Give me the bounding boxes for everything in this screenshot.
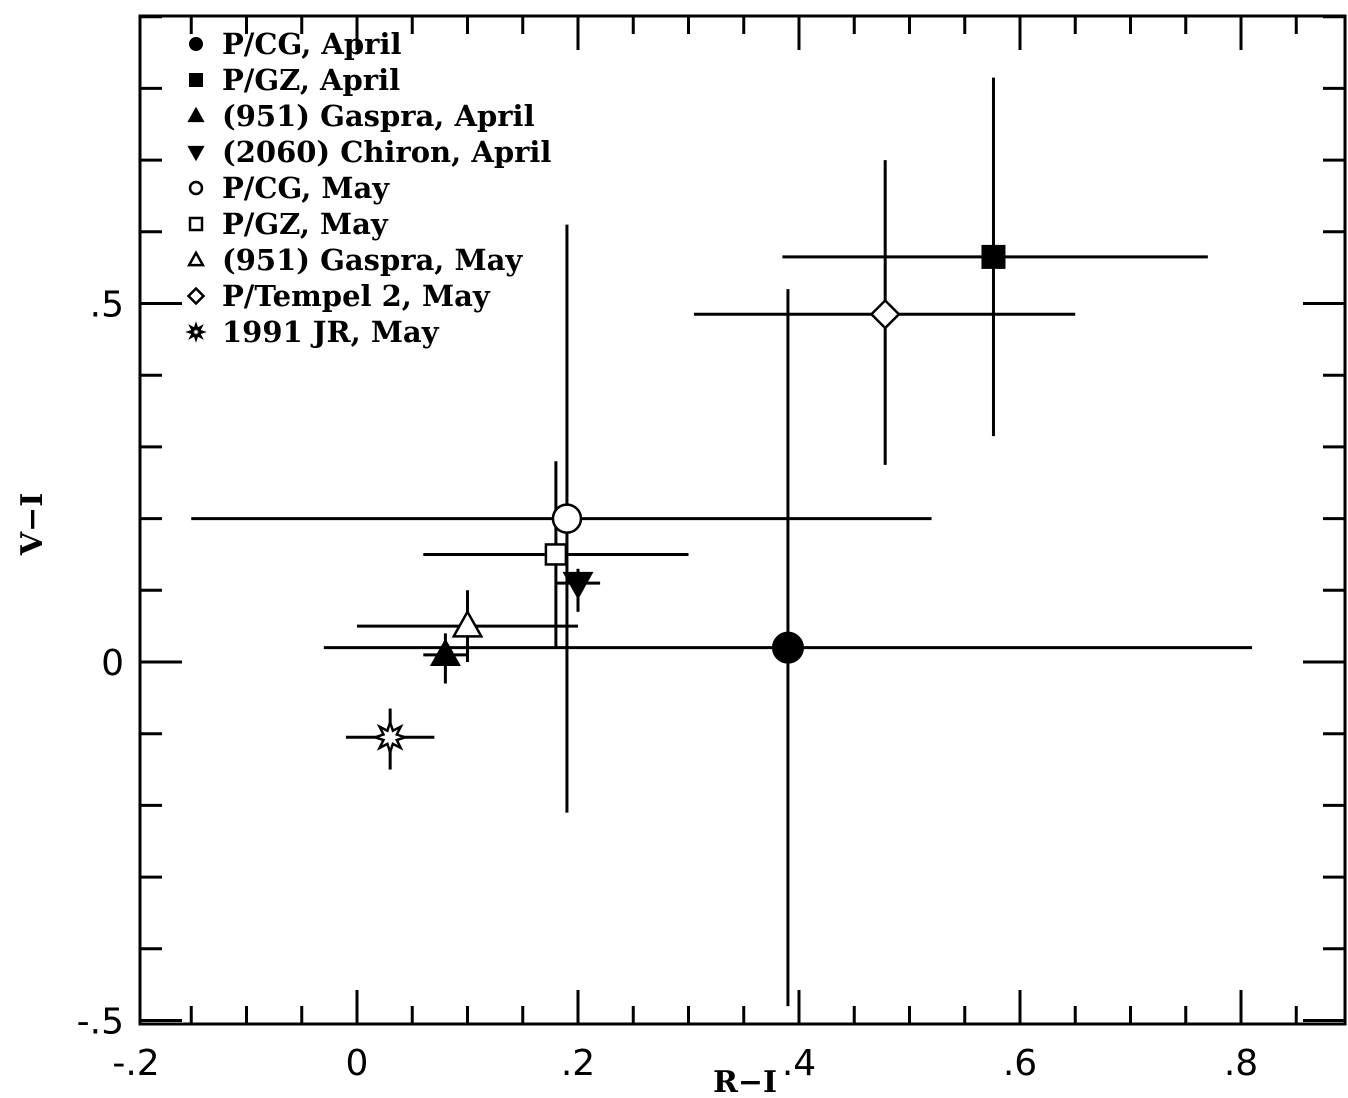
- data-point: [869, 298, 901, 330]
- legend-entry: 1991 JR, May: [185, 315, 440, 349]
- legend-entry: P/CG, May: [188, 171, 390, 205]
- legend-marker: [186, 286, 206, 306]
- legend-marker: [186, 250, 206, 267]
- x-tick-label: -.2: [112, 1043, 159, 1084]
- y-tick-label: 0: [101, 643, 124, 684]
- y-axis-title: V−I: [15, 493, 50, 556]
- data-point: [771, 631, 804, 664]
- legend-marker: [188, 180, 204, 196]
- data-point: [429, 638, 461, 667]
- legend-marker: [187, 145, 205, 162]
- legend-label: P/CG, April: [222, 27, 402, 61]
- data-point: [551, 503, 583, 534]
- legend-entry: (951) Gaspra, May: [186, 243, 523, 277]
- data-point: [981, 244, 1006, 269]
- legend-entry: (2060) Chiron, April: [187, 135, 551, 169]
- legend-entry: P/GZ, May: [188, 207, 389, 241]
- y-tick-label: .5: [90, 285, 124, 326]
- legend-marker: [188, 216, 204, 232]
- legend-marker: [187, 106, 205, 123]
- legend-entry: P/GZ, April: [189, 63, 400, 97]
- legend-label: P/Tempel 2, May: [222, 279, 491, 313]
- legend-entry: (951) Gaspra, April: [187, 99, 535, 133]
- y-tick-label: -.5: [77, 1002, 124, 1043]
- legend-marker: [189, 37, 203, 51]
- legend-entry: P/Tempel 2, May: [186, 279, 491, 313]
- legend-label: (951) Gaspra, April: [222, 99, 535, 133]
- legend-entry: P/CG, April: [189, 27, 402, 61]
- x-tick-label: .2: [561, 1043, 595, 1084]
- x-tick-label: .8: [1224, 1043, 1258, 1084]
- data-point: [451, 609, 484, 638]
- x-tick-label: 0: [346, 1043, 369, 1084]
- legend-label: 1991 JR, May: [222, 315, 440, 349]
- data-point: [371, 718, 410, 757]
- legend-marker: [185, 321, 207, 343]
- legend-label: (951) Gaspra, May: [222, 243, 523, 277]
- legend-marker: [189, 73, 203, 87]
- legend-label: P/CG, May: [222, 171, 390, 205]
- legend-label: P/GZ, May: [222, 207, 389, 241]
- data-point: [544, 543, 568, 566]
- x-tick-label: .4: [782, 1043, 816, 1084]
- x-tick-label: .6: [1003, 1043, 1037, 1084]
- legend-label: (2060) Chiron, April: [222, 135, 551, 169]
- data-point: [562, 571, 594, 600]
- x-axis-title: R−I: [713, 1065, 777, 1098]
- legend-label: P/GZ, April: [222, 63, 400, 97]
